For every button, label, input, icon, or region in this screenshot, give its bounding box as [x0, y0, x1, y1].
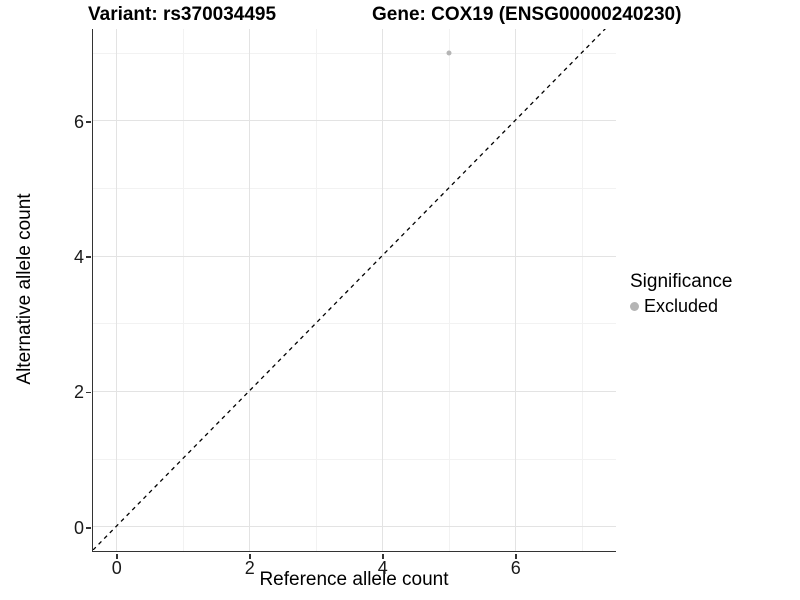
legend-entry-label: Excluded	[644, 296, 719, 316]
gridline-minor-vertical	[182, 29, 184, 551]
gridline-major-horizontal	[93, 526, 616, 528]
x-tick-mark	[249, 553, 251, 559]
gridline-major-horizontal	[93, 255, 616, 257]
gridline-minor-horizontal	[93, 52, 616, 54]
gridline-minor-horizontal	[93, 458, 616, 460]
y-tick-mark	[86, 256, 91, 258]
y-tick-mark	[86, 121, 91, 123]
legend-entry-excluded: Excluded	[630, 296, 732, 317]
y-tick-label: 0	[73, 517, 84, 538]
identity-line	[93, 29, 606, 550]
gridline-major-vertical	[116, 29, 118, 551]
gridline-minor-vertical	[315, 29, 317, 551]
gridline-minor-vertical	[581, 29, 583, 551]
y-tick-label: 6	[73, 111, 84, 132]
x-tick-mark	[116, 553, 118, 559]
plot-title-variant: Variant: rs370034495	[88, 4, 277, 25]
legend-marker-icon	[630, 302, 639, 311]
legend: Significance Excluded	[630, 271, 732, 317]
y-tick-mark	[86, 391, 91, 394]
plot-title-gene: Gene: COX19 (ENSG00000240230)	[372, 4, 682, 25]
gridline-minor-horizontal	[93, 323, 616, 325]
gridline-major-vertical	[382, 29, 384, 551]
gridline-minor-vertical	[448, 29, 450, 551]
x-tick-label: 2	[244, 558, 255, 578]
y-tick-label: 2	[73, 382, 84, 403]
y-tick-label: 4	[73, 247, 84, 268]
x-tick-label: 6	[510, 558, 521, 578]
x-axis-title: Reference allele count	[259, 569, 449, 590]
gridline-major-horizontal	[93, 120, 616, 122]
x-tick-mark	[515, 553, 517, 559]
x-tick-label: 0	[111, 558, 122, 578]
data-point	[446, 50, 452, 56]
y-tick-mark	[86, 527, 91, 529]
x-tick-mark	[382, 553, 384, 559]
x-tick-label: 4	[377, 558, 388, 578]
gridline-major-vertical	[515, 29, 517, 551]
y-axis-title: Alternative allele count	[14, 193, 35, 385]
gridline-major-horizontal	[93, 390, 616, 392]
gridline-minor-horizontal	[93, 188, 616, 189]
plot-panel	[92, 29, 616, 552]
gridline-major-vertical	[249, 29, 251, 551]
legend-title: Significance	[630, 271, 733, 292]
